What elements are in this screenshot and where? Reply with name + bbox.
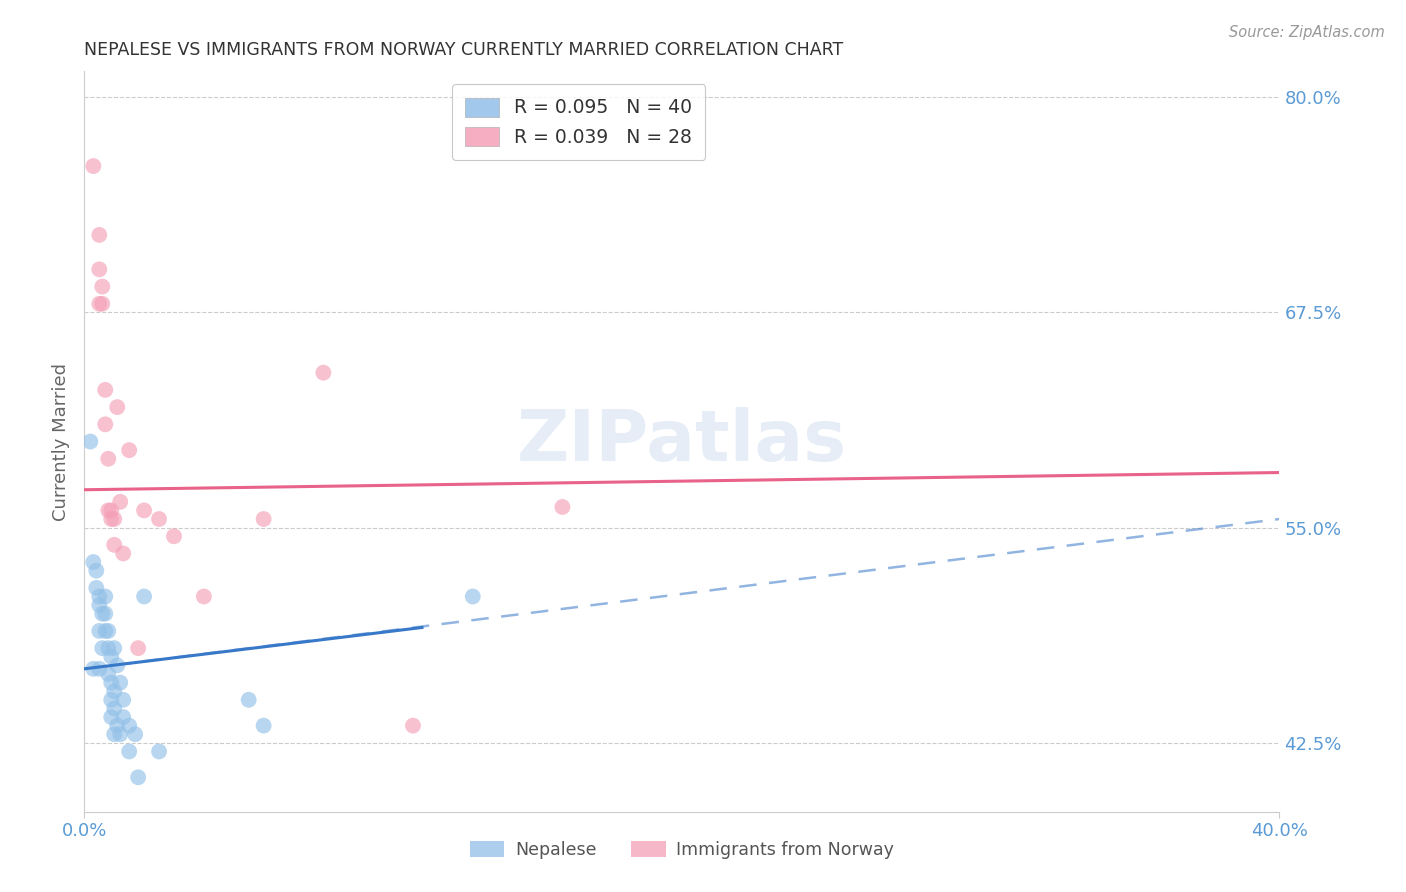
Text: Source: ZipAtlas.com: Source: ZipAtlas.com [1229,25,1385,40]
Point [127,641,149,656]
Point [100,675,122,690]
Point [148,512,170,526]
Point [112,546,135,560]
Point [105,400,128,414]
Point [103,512,125,526]
Point [86,564,108,578]
Point [91,607,114,621]
Point [312,366,335,380]
Text: ZIPatlas: ZIPatlas [517,407,846,476]
Point [148,744,170,758]
Point [253,718,276,732]
Point [100,693,122,707]
Point [89,598,111,612]
Point [86,581,108,595]
Point [193,590,215,604]
Point [110,727,132,741]
Point [89,262,111,277]
Point [100,512,122,526]
Point [97,451,120,466]
Point [97,624,120,638]
Point [118,718,141,732]
Text: NEPALESE VS IMMIGRANTS FROM NORWAY CURRENTLY MARRIED CORRELATION CHART: NEPALESE VS IMMIGRANTS FROM NORWAY CURRE… [84,41,844,59]
Point [89,297,111,311]
Point [110,675,132,690]
Point [100,710,122,724]
Point [89,662,111,676]
Point [103,684,125,698]
Point [94,607,117,621]
Point [97,667,120,681]
Point [100,503,122,517]
Point [89,624,111,638]
Point [110,495,132,509]
Point [163,529,186,543]
Point [91,641,114,656]
Point [105,658,128,673]
Point [103,727,125,741]
Point [127,770,149,784]
Point [402,718,425,732]
Point [97,503,120,517]
Point [89,590,111,604]
Point [118,443,141,458]
Point [94,417,117,432]
Point [82,159,104,173]
Point [94,624,117,638]
Point [238,693,260,707]
Point [82,662,104,676]
Point [94,590,117,604]
Point [105,718,128,732]
Point [79,434,101,449]
Legend: Nepalese, Immigrants from Norway: Nepalese, Immigrants from Norway [463,834,901,866]
Point [132,590,156,604]
Point [112,693,135,707]
Point [100,649,122,664]
Point [551,500,574,514]
Point [253,512,276,526]
Point [461,590,484,604]
Point [94,383,117,397]
Point [82,555,104,569]
Point [89,227,111,242]
Y-axis label: Currently Married: Currently Married [52,362,70,521]
Point [97,641,120,656]
Point [91,297,114,311]
Point [103,538,125,552]
Point [118,744,141,758]
Point [103,641,125,656]
Point [103,701,125,715]
Point [132,503,156,517]
Point [112,710,135,724]
Point [91,279,114,293]
Point [124,727,146,741]
